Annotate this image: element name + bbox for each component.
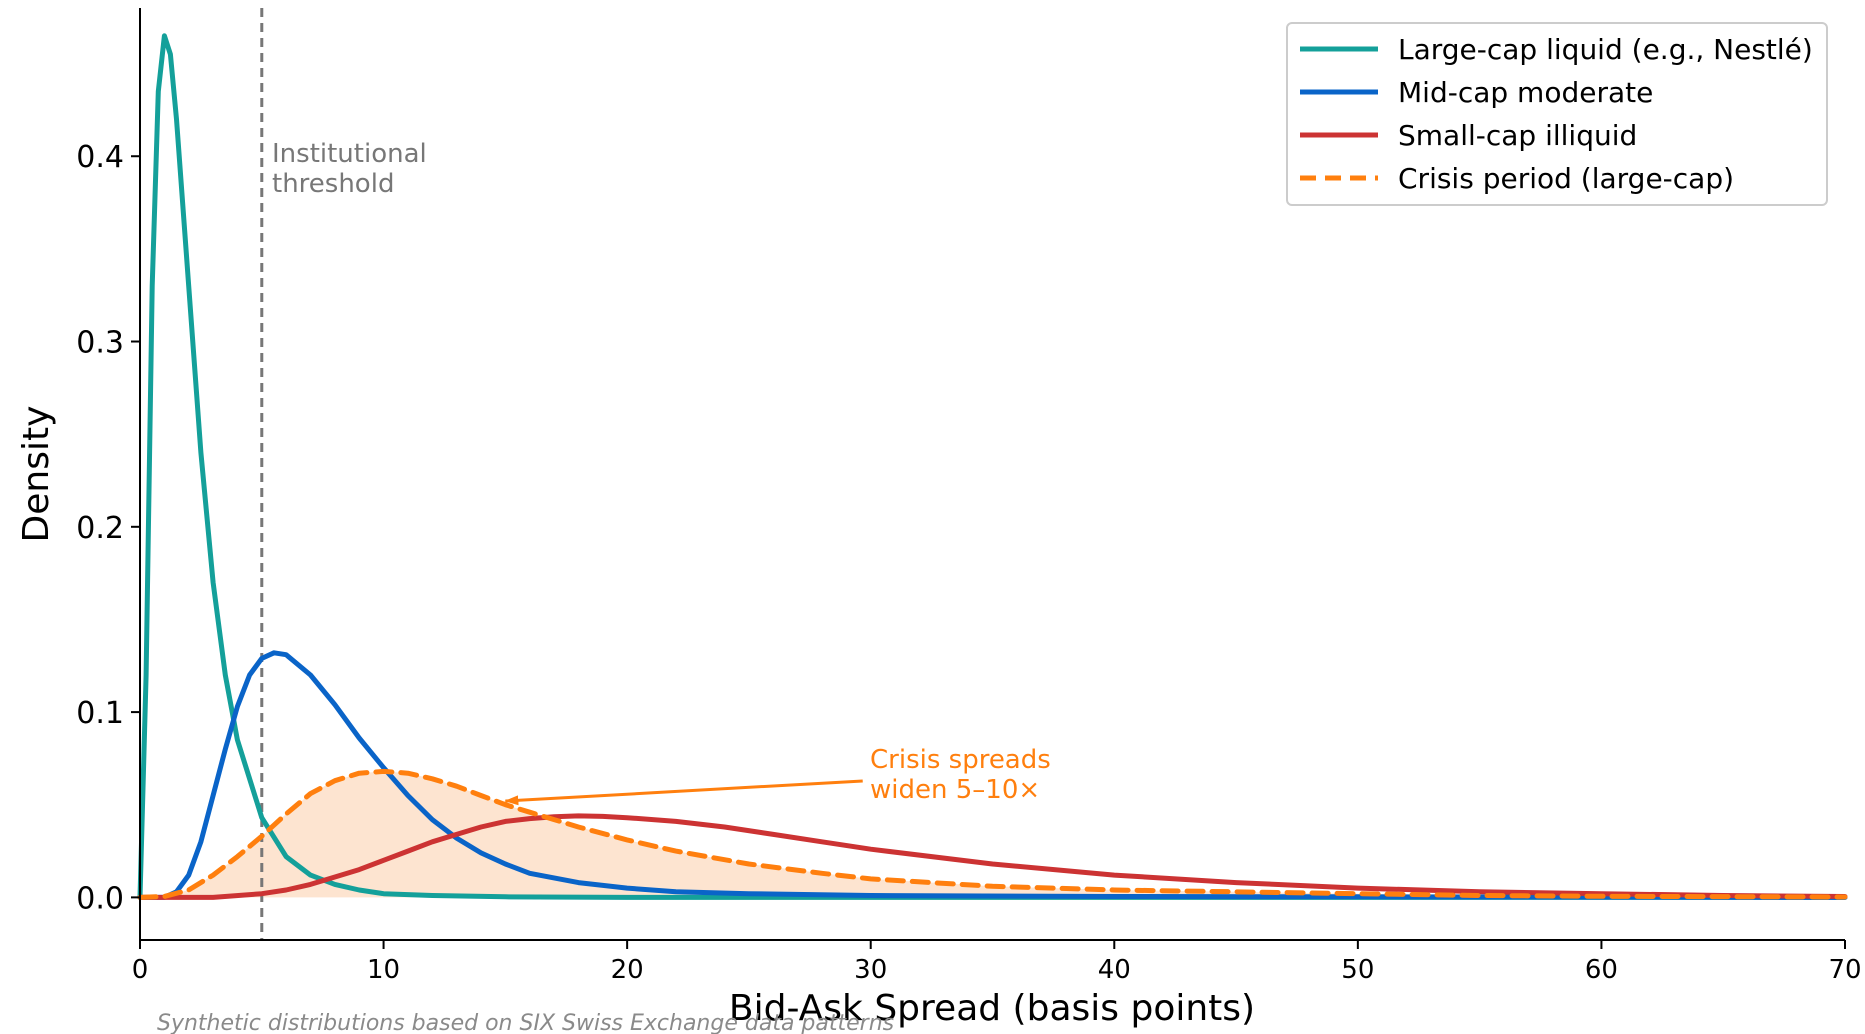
y-axis-label: Density [16, 406, 57, 543]
y-tick-label: 0.1 [76, 696, 124, 731]
x-tick-label: 10 [367, 955, 400, 985]
x-tick-label: 40 [1098, 955, 1131, 985]
footnote: Synthetic distributions based on SIX Swi… [157, 1011, 894, 1034]
y-ticks: 0.0 0.1 0.2 0.3 0.4 [76, 140, 140, 916]
crisis-arrow-line [504, 779, 863, 806]
y-tick-label: 0.3 [76, 326, 124, 361]
threshold-label-line2: threshold [272, 169, 394, 199]
legend-label-small-cap-illiquid: Small-cap illiquid [1398, 119, 1637, 152]
legend: Large-cap liquid (e.g., Nestlé) Mid-cap m… [1286, 22, 1828, 206]
x-axis-label: Bid-Ask Spread (basis points) [729, 988, 1255, 1029]
x-ticks: 0 10 20 30 40 50 60 70 [132, 940, 1862, 985]
x-tick-label: 60 [1585, 955, 1618, 985]
series-line-mid-cap-moderate [137, 650, 1848, 900]
x-tick-label: 0 [132, 955, 149, 985]
y-tick-label: 0.0 [76, 881, 124, 916]
crisis-annotation-line2: widen 5–10× [870, 775, 1040, 805]
legend-label-large-cap-liquid-e-g-nestl: Large-cap liquid (e.g., Nestlé) [1398, 33, 1813, 66]
crisis-area-fill [140, 771, 1845, 898]
x-tick-label: 20 [611, 955, 644, 985]
crisis-annotation-line1: Crisis spreads [870, 745, 1051, 775]
series-line-small-cap-illiquid [137, 813, 1848, 900]
legend-label-crisis-period-large-cap: Crisis period (large-cap) [1398, 162, 1734, 195]
y-tick-label: 0.2 [76, 511, 124, 546]
x-tick-label: 70 [1828, 955, 1861, 985]
legend-box [1286, 22, 1828, 206]
x-tick-label: 50 [1341, 955, 1374, 985]
crisis-annotation-arrow [504, 779, 863, 806]
series-line-large-cap-liquid-e-g-nestl [137, 33, 1848, 900]
y-tick-label: 0.4 [76, 140, 124, 175]
legend-label-mid-cap-moderate: Mid-cap moderate [1398, 76, 1653, 109]
threshold-label-line1: Institutional [272, 139, 427, 169]
x-tick-label: 30 [854, 955, 887, 985]
